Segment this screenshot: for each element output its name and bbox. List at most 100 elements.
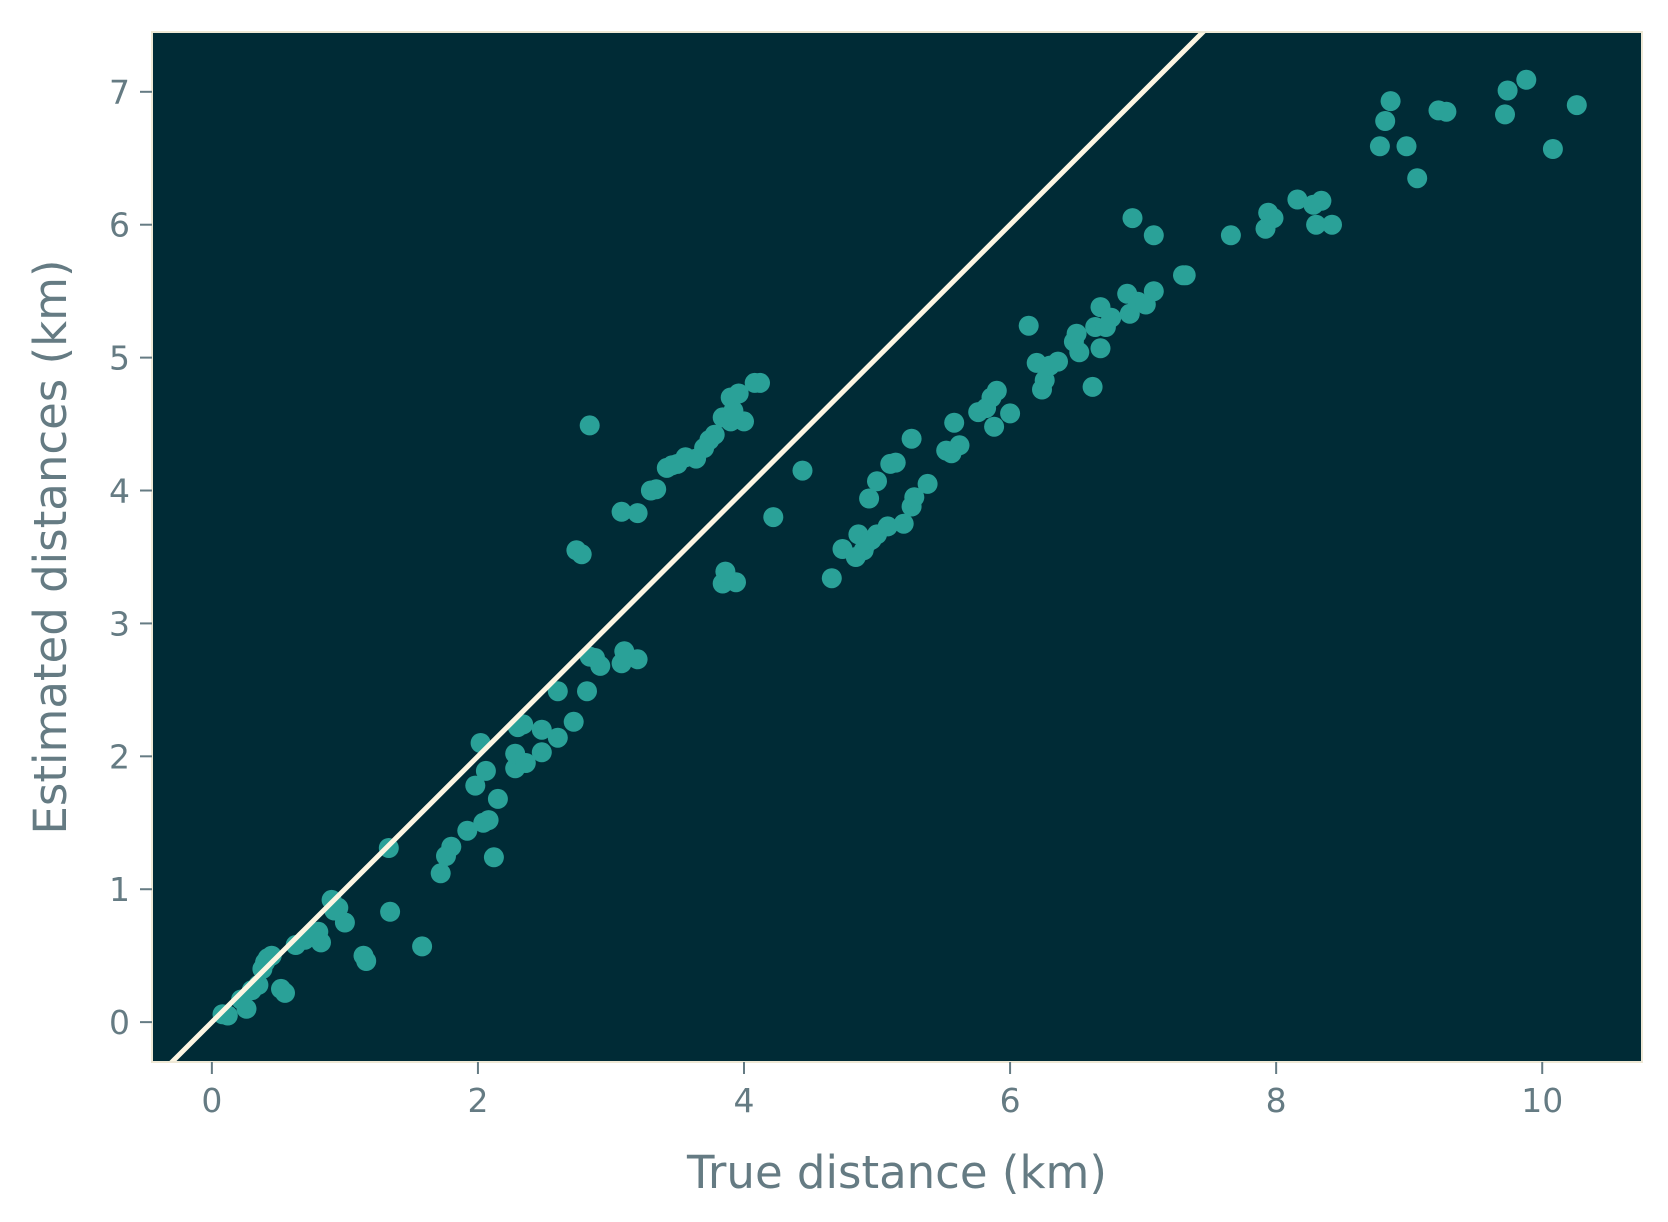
data-point bbox=[1311, 190, 1332, 211]
data-point bbox=[877, 516, 898, 537]
data-point bbox=[475, 760, 496, 781]
data-point bbox=[893, 513, 914, 534]
points-layer bbox=[212, 69, 1587, 1026]
data-point bbox=[1082, 376, 1103, 397]
data-point bbox=[1375, 111, 1396, 131]
data-point bbox=[1407, 168, 1428, 189]
data-point bbox=[1369, 136, 1390, 157]
x-axis-label: True distance (km) bbox=[686, 1146, 1107, 1199]
y-tick-label: 0 bbox=[109, 1003, 130, 1042]
data-point bbox=[1396, 136, 1417, 157]
y-axis-label: Estimated distances (km) bbox=[24, 259, 77, 834]
data-point bbox=[1380, 91, 1401, 112]
data-point bbox=[1066, 323, 1087, 344]
data-point bbox=[334, 912, 355, 933]
data-point bbox=[1090, 338, 1111, 359]
data-point bbox=[1542, 139, 1563, 159]
data-point bbox=[792, 460, 813, 481]
x-tick-label: 10 bbox=[1521, 1081, 1563, 1120]
data-point bbox=[1122, 208, 1143, 229]
data-point bbox=[577, 681, 597, 702]
data-point bbox=[1220, 225, 1241, 246]
data-point bbox=[867, 471, 887, 492]
data-point bbox=[380, 901, 401, 922]
data-point bbox=[627, 649, 648, 670]
data-point bbox=[627, 503, 648, 524]
data-point bbox=[1263, 208, 1284, 229]
y-tick-label: 4 bbox=[109, 472, 130, 511]
plot-frame bbox=[151, 31, 1643, 1063]
data-point bbox=[704, 424, 725, 445]
data-point bbox=[1143, 225, 1164, 246]
data-point bbox=[563, 711, 584, 732]
y-tick-label: 5 bbox=[109, 339, 130, 378]
data-point bbox=[1000, 403, 1021, 424]
y-tick-label: 6 bbox=[109, 206, 130, 245]
data-point bbox=[1566, 95, 1587, 116]
data-point bbox=[531, 719, 552, 740]
data-point bbox=[311, 932, 331, 953]
data-point bbox=[1436, 101, 1457, 122]
x-tick-label: 2 bbox=[467, 1081, 488, 1120]
data-point bbox=[986, 380, 1007, 401]
data-point bbox=[821, 568, 842, 589]
data-point bbox=[1495, 104, 1515, 125]
data-point bbox=[515, 753, 536, 773]
data-point bbox=[356, 951, 377, 971]
data-point bbox=[579, 415, 600, 436]
x-tick-label: 0 bbox=[201, 1081, 222, 1120]
data-point bbox=[901, 428, 922, 449]
data-point bbox=[726, 572, 746, 593]
data-point bbox=[1322, 214, 1342, 235]
data-point bbox=[917, 473, 938, 494]
data-point bbox=[1143, 281, 1164, 302]
data-point bbox=[611, 501, 632, 522]
data-point bbox=[1497, 80, 1518, 101]
data-point bbox=[531, 742, 552, 763]
x-tick-label: 8 bbox=[1266, 1081, 1287, 1120]
data-point bbox=[1306, 214, 1327, 235]
data-point bbox=[885, 452, 906, 473]
data-point bbox=[1516, 69, 1537, 90]
data-point bbox=[236, 998, 257, 1019]
data-point bbox=[750, 372, 770, 393]
data-point bbox=[1018, 315, 1039, 336]
data-point bbox=[590, 655, 611, 676]
plot-area bbox=[152, 32, 1642, 1062]
data-point bbox=[1048, 351, 1068, 372]
data-point bbox=[904, 487, 925, 508]
data-point bbox=[547, 727, 568, 748]
data-point bbox=[646, 479, 667, 500]
data-point bbox=[949, 435, 970, 456]
data-point bbox=[430, 863, 451, 884]
data-point bbox=[275, 982, 295, 1003]
data-point bbox=[478, 810, 499, 831]
data-point bbox=[1069, 342, 1090, 363]
data-point bbox=[1287, 189, 1308, 210]
data-point bbox=[487, 788, 508, 809]
y-axis: 0 1 2 3 4 5 6 7 bbox=[109, 73, 152, 1042]
data-point bbox=[859, 488, 880, 509]
data-point bbox=[728, 383, 749, 404]
data-point bbox=[465, 775, 486, 796]
data-point bbox=[571, 544, 592, 565]
data-point bbox=[457, 820, 478, 841]
data-point bbox=[763, 507, 784, 528]
data-point bbox=[547, 681, 568, 702]
y-tick-label: 1 bbox=[109, 870, 130, 909]
data-point bbox=[412, 936, 433, 957]
y-tick-label: 3 bbox=[109, 604, 130, 643]
identity-line bbox=[168, 32, 1207, 1062]
x-tick-label: 4 bbox=[734, 1081, 755, 1120]
y-tick-label: 7 bbox=[109, 73, 130, 112]
y-tick-label: 2 bbox=[109, 737, 130, 776]
data-point bbox=[944, 412, 965, 433]
reference-line-layer bbox=[168, 32, 1207, 1062]
x-axis: 0 2 4 6 8 10 bbox=[201, 1062, 1563, 1120]
data-point bbox=[1101, 307, 1122, 328]
data-point bbox=[734, 411, 754, 432]
x-tick-label: 6 bbox=[1000, 1081, 1021, 1120]
data-point bbox=[984, 416, 1005, 437]
